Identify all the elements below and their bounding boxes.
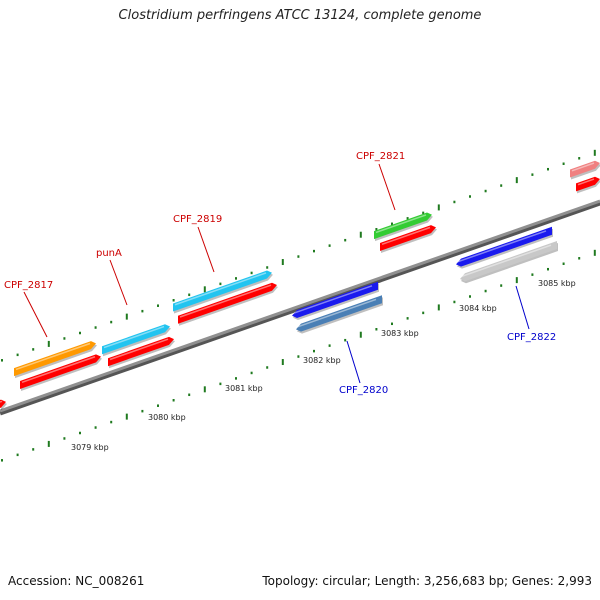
feature-left-partial-cds-highlight bbox=[0, 400, 3, 403]
feature-cpf-2820-gene bbox=[292, 281, 379, 321]
feature-cpf-2819-cds bbox=[178, 282, 278, 326]
genome-backbone-shadow bbox=[0, 200, 600, 416]
topology-text: Topology: circular; Length: 3,256,683 bp… bbox=[262, 574, 592, 588]
feature-cpf-2821-cds-body bbox=[380, 225, 436, 251]
feature-right-partial-cds-body bbox=[576, 176, 600, 192]
kbp-label-3081: 3081 kbp bbox=[225, 384, 263, 393]
feature-right-partial-cds bbox=[576, 176, 600, 194]
feature-cpf-2819-cds-body bbox=[178, 282, 277, 324]
feature-cpf-2822-gene-highlight bbox=[457, 230, 547, 263]
feature-cpf-2817-cds-body bbox=[20, 354, 101, 389]
feature-cpf-2820-cds-body bbox=[296, 295, 382, 332]
feature-right-partial-gene-body bbox=[570, 160, 600, 178]
genome-backbone bbox=[0, 199, 600, 413]
feature-right-partial-gene bbox=[570, 160, 600, 180]
feature-cpf-2819-gene-body bbox=[173, 270, 272, 312]
feature-cpf-2817-cds bbox=[20, 354, 102, 391]
gene-label-cpf-2822: CPF_2822 bbox=[507, 332, 556, 343]
kbp-label-3082: 3082 kbp bbox=[303, 356, 341, 365]
feature-left-partial-cds bbox=[0, 399, 7, 410]
leader-cpf-2821 bbox=[378, 163, 396, 211]
accession-text: Accession: NC_008261 bbox=[8, 574, 145, 588]
leader-cpf-2817 bbox=[23, 291, 48, 338]
map-title: Clostridium perfringens ATCC 13124, comp… bbox=[118, 8, 482, 23]
feature-cpf-2822-cds-highlight bbox=[461, 244, 552, 278]
feature-cpf-2821-gene-highlight bbox=[375, 214, 427, 234]
gene-label-cpf-2817: CPF_2817 bbox=[4, 280, 53, 291]
feature-cpf-2817-gene-body bbox=[14, 341, 96, 377]
label-leaders-layer bbox=[23, 163, 530, 384]
feature-cpf-2821-gene bbox=[374, 212, 433, 242]
feature-left-partial-cds-body bbox=[0, 399, 6, 408]
feature-cpf-2822-gene bbox=[456, 226, 553, 269]
feature-cpf-2820-gene-highlight bbox=[293, 285, 373, 314]
gene-label-cpf-2819: CPF_2819 bbox=[173, 214, 222, 225]
feature-cpf-2817-gene bbox=[14, 341, 97, 379]
feature-cpf-2822-gene-body bbox=[456, 226, 552, 267]
feature-cpf-2820-cds-highlight bbox=[297, 298, 377, 328]
leader-cpf-2820 bbox=[346, 340, 361, 384]
kbp-label-3084: 3084 kbp bbox=[459, 304, 497, 313]
feature-cpf-2821-cds-highlight bbox=[381, 226, 431, 246]
feature-cpf-2817-gene-highlight bbox=[15, 342, 91, 371]
feature-cpf-2822-cds bbox=[460, 241, 558, 284]
feature-puna-gene-highlight bbox=[103, 325, 165, 349]
feature-puna-gene-body bbox=[102, 324, 170, 355]
feature-puna-cds-highlight bbox=[109, 338, 169, 361]
kbp-label-3080: 3080 kbp bbox=[148, 413, 186, 422]
feature-cpf-2819-gene-highlight bbox=[174, 272, 267, 306]
feature-right-partial-gene-highlight bbox=[571, 162, 595, 172]
gene-label-puna: punA bbox=[96, 248, 122, 259]
kbp-label-3079: 3079 kbp bbox=[71, 443, 109, 452]
feature-cpf-2820-gene-body bbox=[292, 281, 378, 319]
feature-cpf-2820-cds bbox=[296, 295, 383, 334]
feature-puna-cds bbox=[108, 336, 175, 369]
feature-cpf-2819-cds-highlight bbox=[179, 284, 272, 318]
feature-cpf-2822-cds-body bbox=[460, 241, 557, 282]
feature-cpf-2821-gene-body bbox=[374, 212, 432, 240]
kbp-label-3083: 3083 kbp bbox=[381, 329, 419, 338]
leader-cpf-2822 bbox=[515, 285, 530, 330]
feature-cpf-2817-cds-highlight bbox=[21, 356, 96, 384]
gene-label-cpf-2821: CPF_2821 bbox=[356, 151, 405, 162]
features-layer bbox=[0, 160, 600, 410]
feature-cpf-2821-cds bbox=[380, 225, 437, 253]
kbp-label-3085: 3085 kbp bbox=[538, 279, 576, 288]
gene-label-cpf-2820: CPF_2820 bbox=[339, 385, 388, 396]
feature-puna-cds-body bbox=[108, 336, 174, 367]
feature-right-partial-cds-highlight bbox=[577, 178, 595, 186]
leader-cpf-2819 bbox=[197, 226, 215, 273]
leader-puna bbox=[109, 259, 128, 306]
feature-puna-gene bbox=[102, 324, 171, 357]
tick-marks-layer bbox=[1, 149, 596, 462]
feature-cpf-2819-gene bbox=[173, 270, 273, 314]
